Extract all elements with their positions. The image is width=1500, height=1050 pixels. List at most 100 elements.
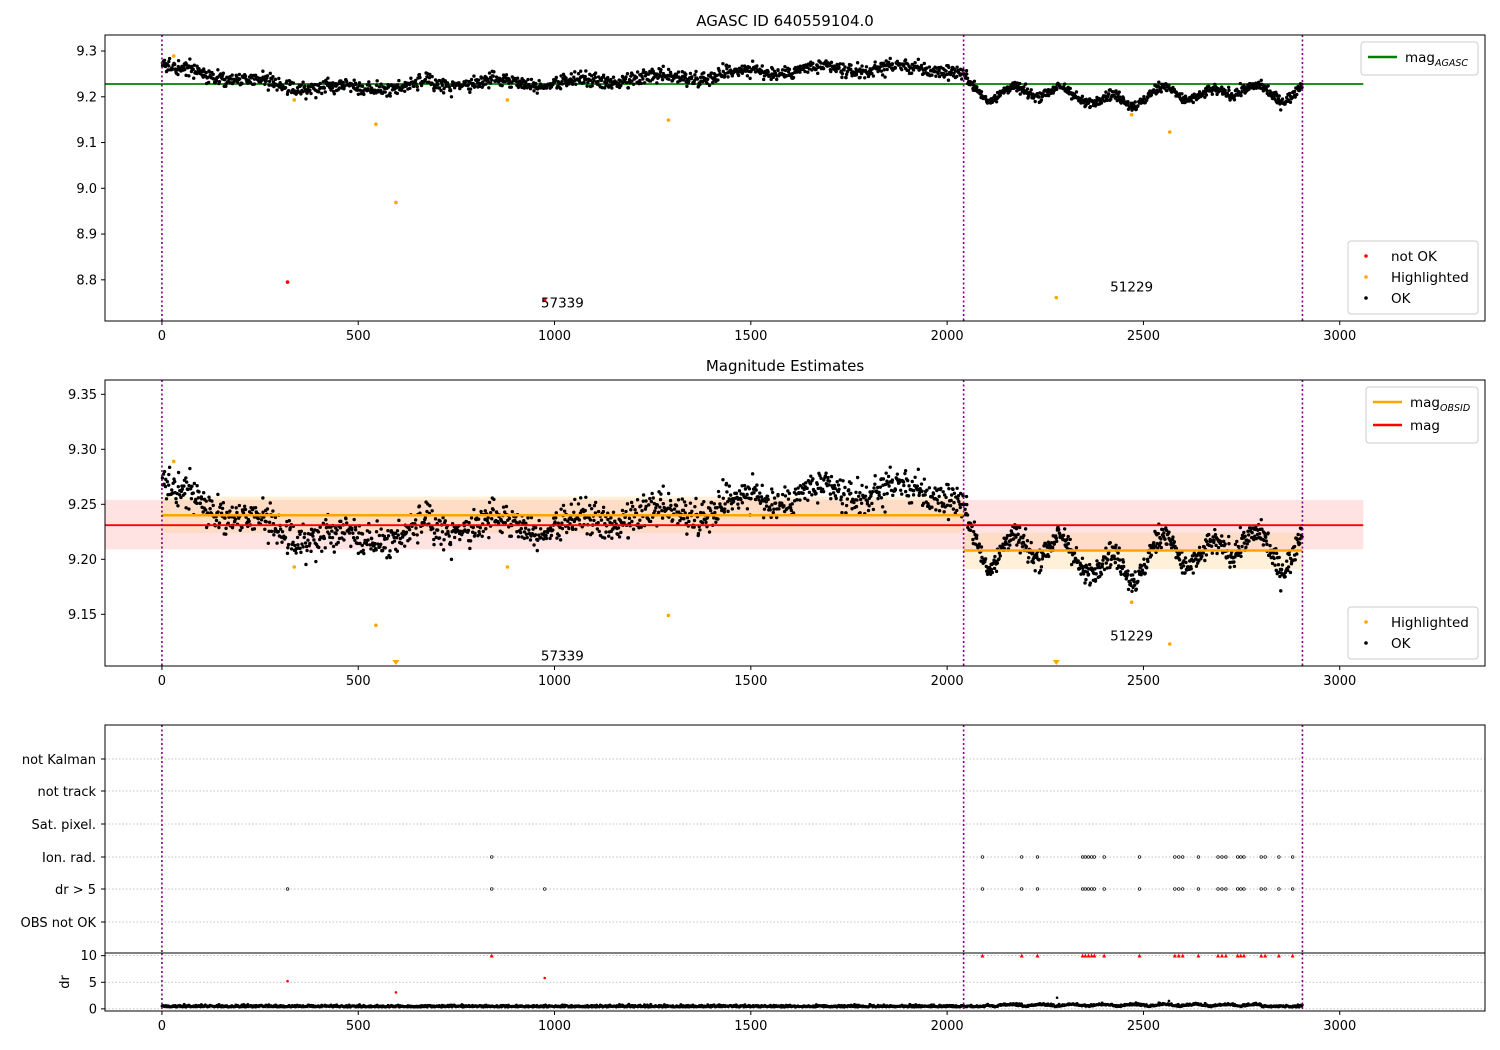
ok-data-point bbox=[549, 533, 554, 538]
highlighted-data-point bbox=[171, 54, 176, 58]
ok-data-point bbox=[396, 533, 400, 537]
ok-data-point bbox=[1246, 533, 1251, 537]
ok-data-point bbox=[585, 532, 589, 536]
ok-data-point bbox=[773, 501, 778, 505]
ok-data-point bbox=[843, 485, 847, 490]
ok-data-point bbox=[412, 532, 416, 537]
ok-data-point bbox=[654, 506, 658, 510]
ok-data-point bbox=[476, 517, 481, 521]
ok-data-point bbox=[655, 72, 660, 76]
ok-data-point bbox=[167, 472, 171, 477]
ok-data-point bbox=[1133, 570, 1137, 574]
ok-data-point bbox=[1288, 570, 1293, 575]
annotation-label: 57339 bbox=[541, 295, 584, 311]
ok-data-point bbox=[809, 474, 813, 478]
flag-marker bbox=[490, 887, 494, 891]
ok-data-point bbox=[323, 546, 327, 550]
ok-data-point bbox=[1247, 87, 1251, 91]
ok-data-point bbox=[949, 498, 953, 503]
ok-data-point bbox=[308, 541, 312, 546]
ok-data-point bbox=[674, 72, 679, 77]
legend-label: Highlighted bbox=[1391, 270, 1469, 286]
ok-data-point bbox=[1062, 82, 1067, 86]
ok-data-point bbox=[854, 504, 859, 509]
ok-data-point bbox=[1134, 107, 1139, 111]
ok-data-point bbox=[927, 65, 932, 69]
ok-data-point bbox=[553, 520, 557, 524]
ok-data-point bbox=[1121, 564, 1126, 569]
ok-data-point bbox=[404, 530, 409, 534]
ok-data-point bbox=[500, 83, 504, 88]
ok-data-point bbox=[570, 82, 575, 87]
ok-data-point bbox=[507, 78, 512, 82]
flag-marker bbox=[1083, 855, 1087, 859]
highlighted-data-point bbox=[374, 623, 378, 628]
ok-data-point bbox=[906, 68, 911, 73]
ok-data-point bbox=[395, 529, 400, 533]
ok-data-point bbox=[692, 525, 696, 529]
ok-data-point bbox=[504, 73, 509, 77]
ok-data-point bbox=[854, 490, 858, 494]
ok-data-point bbox=[452, 535, 457, 540]
ok-data-point bbox=[915, 484, 919, 488]
ok-data-point bbox=[344, 516, 348, 521]
ok-data-point bbox=[522, 536, 527, 541]
highlighted-data-point bbox=[292, 98, 297, 102]
ok-data-point bbox=[477, 532, 482, 536]
ok-data-point bbox=[801, 491, 805, 495]
ok-data-point bbox=[194, 497, 198, 502]
ok-data-point bbox=[1159, 537, 1163, 541]
ok-data-point bbox=[288, 526, 292, 530]
ok-data-point bbox=[963, 507, 967, 511]
ok-data-point bbox=[676, 70, 681, 74]
ok-data-point bbox=[280, 540, 284, 544]
ok-data-point bbox=[863, 76, 867, 80]
legend-label-main: mag bbox=[1410, 418, 1440, 434]
ok-data-point bbox=[931, 492, 936, 496]
ok-data-point bbox=[416, 88, 420, 92]
ok-data-point bbox=[468, 90, 472, 94]
ok-data-point bbox=[369, 547, 373, 551]
ok-data-point bbox=[1226, 85, 1231, 90]
ok-data-point bbox=[1191, 100, 1195, 105]
legend-label-main: mag bbox=[1405, 50, 1435, 66]
flag-marker bbox=[1196, 855, 1201, 859]
ok-data-point bbox=[324, 518, 328, 522]
ok-data-point bbox=[721, 477, 725, 482]
ok-data-point bbox=[708, 508, 713, 513]
ok-data-point bbox=[814, 491, 818, 496]
ok-data-point bbox=[715, 73, 719, 78]
legend-label: not OK bbox=[1391, 249, 1438, 265]
highlighted-data-point bbox=[666, 118, 671, 122]
ok-data-point bbox=[441, 515, 445, 520]
ok-data-point bbox=[413, 78, 418, 83]
ok-data-point bbox=[774, 515, 779, 520]
ok-data-point bbox=[583, 74, 587, 79]
flag-marker bbox=[1236, 855, 1240, 859]
ok-data-point bbox=[837, 487, 841, 491]
ok-data-point bbox=[1247, 539, 1251, 543]
ok-data-point bbox=[301, 80, 305, 84]
ok-data-point bbox=[624, 509, 628, 514]
highlighted-data-point bbox=[1129, 112, 1134, 117]
ok-data-point bbox=[730, 496, 735, 501]
ok-data-point bbox=[480, 80, 485, 84]
ok-data-point bbox=[887, 484, 891, 488]
ok-data-point bbox=[286, 88, 291, 93]
ok-data-point bbox=[504, 504, 509, 509]
ok-data-point bbox=[530, 531, 535, 536]
ok-data-point bbox=[749, 496, 753, 501]
ok-data-point bbox=[243, 507, 248, 512]
ok-data-point bbox=[1095, 559, 1099, 563]
ok-data-point bbox=[1026, 555, 1031, 560]
ok-data-point bbox=[655, 81, 659, 85]
ok-data-point bbox=[309, 91, 313, 96]
ok-data-point bbox=[160, 476, 165, 480]
flag-category-label: dr > 5 bbox=[55, 883, 96, 898]
ok-data-point bbox=[356, 551, 361, 556]
ok-data-point bbox=[1093, 577, 1098, 582]
ok-data-point bbox=[944, 69, 948, 73]
ok-data-point bbox=[379, 542, 383, 546]
ok-data-point bbox=[1214, 543, 1218, 548]
ok-data-point bbox=[170, 488, 174, 492]
